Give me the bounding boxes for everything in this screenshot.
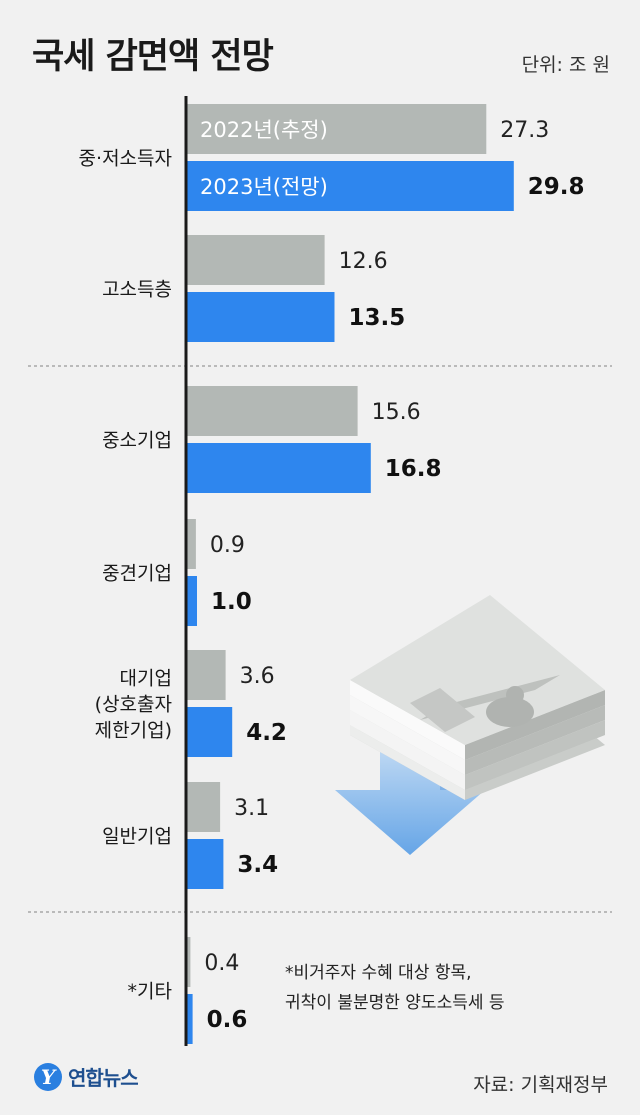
- bar-2022: [186, 782, 221, 832]
- category-label: 제한기업): [95, 720, 172, 742]
- unit-label: 단위: 조 원: [521, 54, 610, 76]
- value-label-2023: 3.4: [237, 852, 278, 878]
- category-label: 중소기업: [102, 430, 172, 452]
- bar-2022: [186, 519, 196, 569]
- source-label: 자료: 기획재정부: [473, 1074, 608, 1096]
- bar-2022: [186, 650, 226, 700]
- value-label-2022: 0.9: [210, 533, 245, 558]
- bar-2023: [186, 161, 514, 211]
- legend-2022: 2022년(추정): [200, 118, 328, 142]
- bar-2023: [186, 443, 371, 493]
- money-stack-icon: [350, 595, 605, 800]
- category-label: 중견기업: [102, 563, 172, 585]
- value-label-2023: 1.0: [211, 589, 252, 615]
- value-label-2022: 12.6: [339, 249, 388, 274]
- page-title: 국세 감면액 전망: [32, 37, 274, 77]
- bar-2023: [186, 994, 193, 1044]
- bar-2023: [186, 576, 197, 626]
- bar-2022: [186, 937, 191, 987]
- bar-2022: [186, 386, 358, 436]
- logo: Y 연합뉴스: [34, 1062, 139, 1091]
- category-label: (상호출자: [95, 694, 172, 716]
- logo-mark-icon: Y: [34, 1062, 62, 1091]
- category-label: 일반기업: [102, 826, 172, 848]
- logo-name: 연합뉴스: [68, 1066, 139, 1090]
- value-label-2023: 29.8: [528, 174, 585, 200]
- value-label-2023: 4.2: [246, 720, 287, 746]
- value-label-2022: 3.1: [234, 796, 269, 821]
- value-label-2023: 16.8: [385, 456, 442, 482]
- bar-2023: [186, 839, 224, 889]
- bar-2023: [186, 707, 233, 757]
- bar-2022: [186, 235, 325, 285]
- footnote-line-2: 귀착이 불분명한 양도소득세 등: [285, 993, 505, 1013]
- value-label-2022: 27.3: [500, 118, 549, 143]
- legend-2023: 2023년(전망): [200, 175, 328, 199]
- category-label: 중·저소득자: [79, 148, 172, 170]
- category-label: 대기업: [120, 668, 172, 690]
- value-label-2022: 3.6: [240, 664, 275, 689]
- bar-2023: [186, 292, 335, 342]
- value-label-2022: 0.4: [204, 951, 239, 976]
- value-label-2023: 13.5: [349, 305, 406, 331]
- footnote-line-1: *비거주자 수혜 대상 항목,: [285, 963, 472, 983]
- value-label-2023: 0.6: [207, 1007, 248, 1033]
- footnote: *비거주자 수혜 대상 항목, 귀착이 불분명한 양도소득세 등: [285, 958, 505, 1018]
- bar-2022: [186, 104, 487, 154]
- value-label-2022: 15.6: [372, 400, 421, 425]
- category-label: *기타: [128, 981, 172, 1003]
- category-label: 고소득층: [102, 279, 172, 301]
